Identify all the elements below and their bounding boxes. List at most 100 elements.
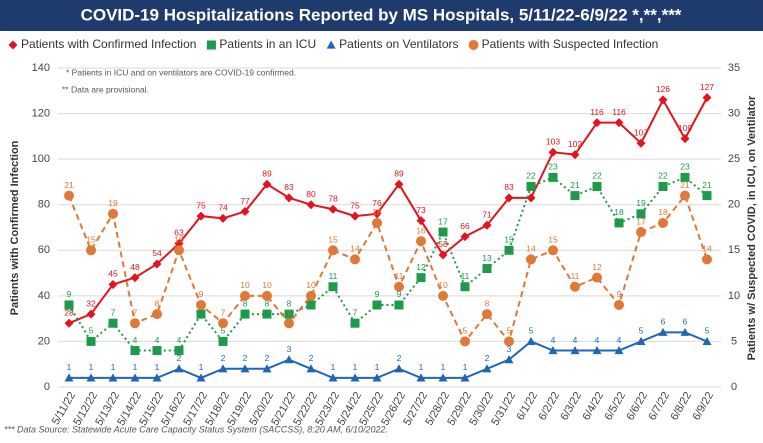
point <box>108 373 118 382</box>
data-label: 17 <box>438 216 448 226</box>
data-label: 83 <box>504 182 514 192</box>
point <box>680 172 690 182</box>
point <box>394 179 404 189</box>
data-label: 103 <box>546 137 560 147</box>
y2-tick-label: 10 <box>728 290 740 302</box>
y2-tick-label: 35 <box>728 62 740 74</box>
point <box>702 93 712 103</box>
legend-label: Patients with Confirmed Infection <box>21 37 196 51</box>
data-label: 45 <box>108 269 118 279</box>
point <box>702 336 712 346</box>
data-label: 2 <box>397 353 402 363</box>
point <box>152 373 162 382</box>
point <box>350 318 360 328</box>
data-label: 4 <box>155 335 160 345</box>
point <box>174 238 184 248</box>
data-label: 58 <box>438 239 448 249</box>
data-label: 116 <box>590 107 604 117</box>
point <box>570 191 580 201</box>
point <box>196 211 206 221</box>
data-label: 102 <box>568 139 582 149</box>
data-label: 63 <box>174 228 184 238</box>
data-label: 2 <box>265 353 270 363</box>
data-label: 66 <box>460 221 470 231</box>
point <box>636 209 646 219</box>
data-label: 19 <box>108 198 118 208</box>
point <box>130 346 140 356</box>
point <box>372 300 382 310</box>
point <box>680 134 690 144</box>
y-tick-label: 0 <box>44 381 50 393</box>
point <box>196 373 206 382</box>
y2-tick-label: 25 <box>728 153 740 165</box>
x-tick-label: 6/4/22 <box>580 390 606 422</box>
point <box>86 373 96 382</box>
data-label: 15 <box>328 235 338 245</box>
data-label: 23 <box>680 162 690 172</box>
footnote: *** Data Source: Statewide Acute Care Ca… <box>4 424 388 434</box>
data-label: 116 <box>612 107 626 117</box>
legend-marker <box>326 40 336 49</box>
data-label: 21 <box>680 180 690 190</box>
data-label: 8 <box>155 298 160 308</box>
data-label: 1 <box>89 362 94 372</box>
point <box>152 259 162 269</box>
data-label: 9 <box>617 289 622 299</box>
data-label: 19 <box>636 198 646 208</box>
point <box>592 346 602 355</box>
y-tick-label: 140 <box>32 62 50 74</box>
chart-title: COVID-19 Hospitalizations Reported by MS… <box>81 5 682 24</box>
point <box>240 309 250 319</box>
point <box>64 373 74 382</box>
title-bar <box>0 0 763 31</box>
data-label: 1 <box>111 362 116 372</box>
data-label: 1 <box>67 362 72 372</box>
point <box>592 272 602 283</box>
data-label: 5 <box>507 326 512 336</box>
legend-label: Patients on Ventilators <box>339 37 458 51</box>
point <box>438 373 448 382</box>
data-label: 15 <box>86 235 96 245</box>
data-label: 8 <box>287 298 292 308</box>
data-label: 75 <box>350 200 360 210</box>
point <box>284 309 294 319</box>
data-label: 12 <box>416 262 426 272</box>
data-label: 7 <box>221 307 226 317</box>
point <box>416 236 426 247</box>
point <box>658 327 668 336</box>
data-label: 6 <box>661 317 666 327</box>
point <box>64 300 74 310</box>
point <box>570 150 580 160</box>
data-label: 14 <box>350 244 360 254</box>
point <box>658 217 668 228</box>
data-label: 109 <box>678 123 692 133</box>
point <box>460 282 470 292</box>
point <box>218 364 228 373</box>
data-label: 32 <box>86 298 96 308</box>
data-label: 71 <box>482 209 492 219</box>
data-label: 54 <box>152 248 162 258</box>
point <box>416 273 426 283</box>
data-label: 89 <box>394 168 404 178</box>
point <box>86 245 96 256</box>
data-label: 75 <box>196 200 206 210</box>
point <box>394 364 404 373</box>
legend-marker <box>206 40 216 50</box>
data-label: 5 <box>705 326 710 336</box>
point <box>372 373 382 382</box>
data-label: 15 <box>504 235 514 245</box>
point <box>218 213 228 223</box>
point <box>240 207 250 217</box>
point <box>504 336 514 347</box>
y-tick-label: 100 <box>32 153 50 165</box>
point <box>218 318 228 329</box>
x-tick-label: 6/2/22 <box>536 390 562 422</box>
data-label: 2 <box>309 353 314 363</box>
x-tick-label: 6/8/22 <box>668 390 694 422</box>
point <box>680 327 690 336</box>
point <box>174 245 184 256</box>
point <box>658 181 668 191</box>
data-label: 2 <box>485 353 490 363</box>
data-label: 21 <box>64 180 74 190</box>
point <box>504 245 514 255</box>
